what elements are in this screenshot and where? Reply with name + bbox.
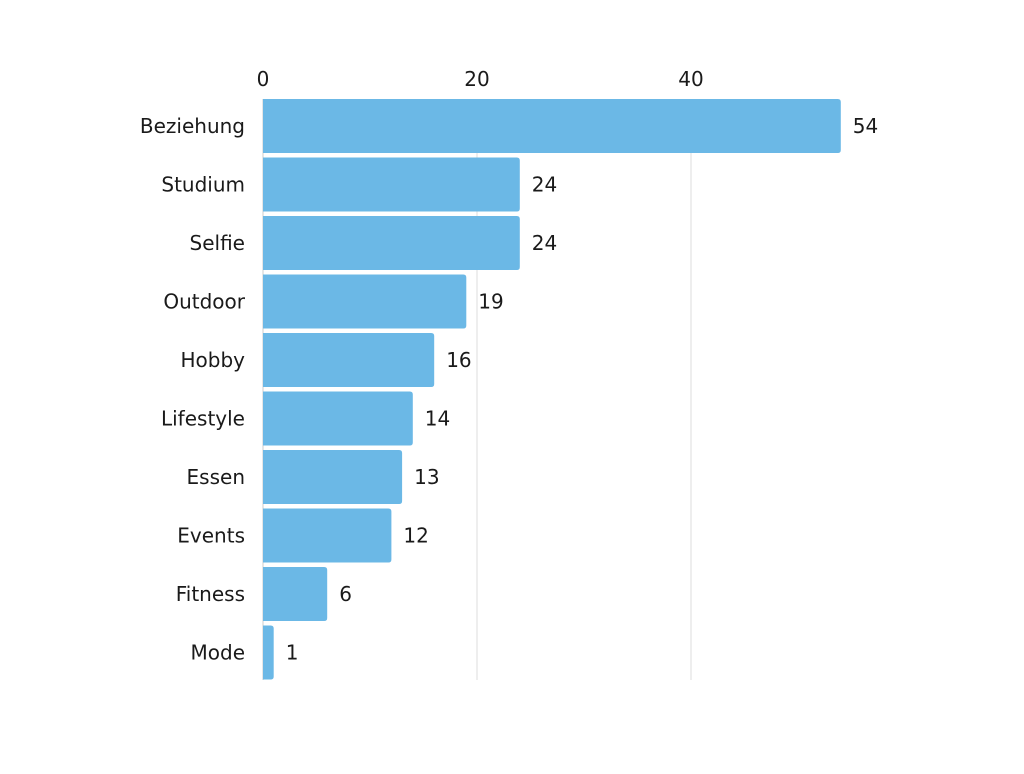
bar bbox=[263, 508, 392, 563]
bar bbox=[263, 99, 841, 153]
value-label: 24 bbox=[532, 231, 557, 255]
x-tick-label: 0 bbox=[257, 67, 270, 91]
bar bbox=[263, 333, 435, 387]
x-tick-label: 40 bbox=[678, 67, 703, 91]
value-label: 1 bbox=[286, 641, 299, 665]
value-label: 14 bbox=[425, 407, 450, 431]
category-label: Studium bbox=[161, 173, 245, 197]
category-labels: Beziehung Studium Selfie Outdoor Hobby Lifest… bbox=[140, 114, 246, 665]
bar bbox=[263, 450, 403, 504]
value-labels: 54 24 24 19 16 14 13 12 6 1 bbox=[286, 114, 879, 665]
category-label: Fitness bbox=[176, 582, 245, 606]
value-label: 6 bbox=[339, 582, 352, 606]
category-label: Outdoor bbox=[163, 290, 245, 314]
category-label: Mode bbox=[191, 641, 246, 665]
value-label: 54 bbox=[853, 114, 878, 138]
bar bbox=[263, 274, 467, 329]
value-label: 16 bbox=[446, 348, 471, 372]
bar bbox=[263, 625, 274, 680]
category-label: Essen bbox=[187, 465, 245, 489]
bar bbox=[263, 157, 520, 212]
value-label: 13 bbox=[414, 465, 439, 489]
category-label: Events bbox=[177, 524, 245, 548]
category-label: Hobby bbox=[180, 348, 245, 372]
category-label: Lifestyle bbox=[161, 407, 245, 431]
value-label: 12 bbox=[403, 524, 428, 548]
bar bbox=[263, 216, 520, 270]
category-label: Selfie bbox=[190, 231, 245, 255]
value-label: 19 bbox=[478, 290, 503, 314]
bar bbox=[263, 567, 328, 621]
category-label: Beziehung bbox=[140, 114, 245, 138]
bars bbox=[263, 99, 841, 680]
value-label: 24 bbox=[532, 173, 557, 197]
x-axis-ticks: 0 20 40 bbox=[257, 67, 704, 91]
x-tick-label: 20 bbox=[464, 67, 489, 91]
bar bbox=[263, 391, 413, 446]
